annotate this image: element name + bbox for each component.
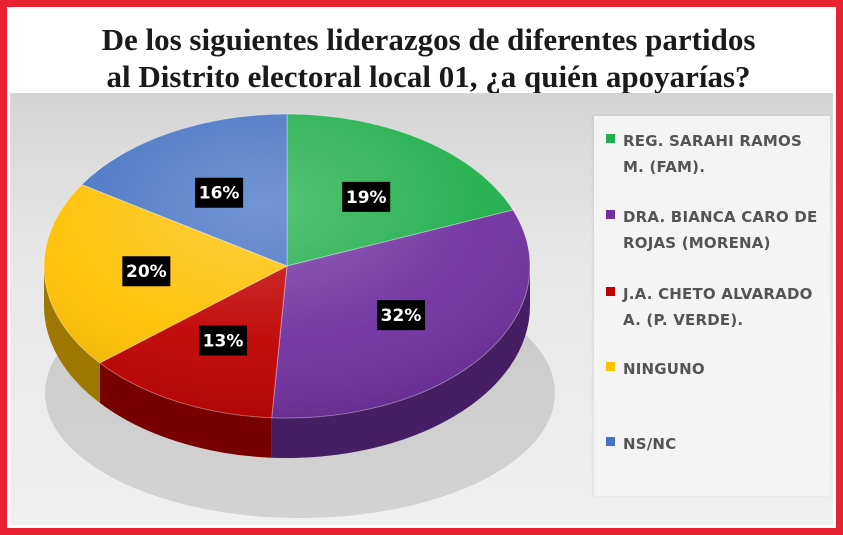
pie-chart: 19% 32% 13% 20% 16% <box>43 113 555 518</box>
chart-title-line-1: De los siguientes liderazgos de diferent… <box>101 22 756 57</box>
pie-data-labels: 19% 32% 13% 20% 16% <box>122 177 426 356</box>
data-label-box <box>342 181 391 212</box>
legend-label: NINGUNO <box>623 356 831 382</box>
legend-item-ninguno: NINGUNO <box>606 356 831 382</box>
data-label-box <box>199 325 248 356</box>
legend-label: J.A. CHETO ALVARADO A. (P. VERDE). <box>623 281 831 333</box>
legend-swatch <box>606 437 615 446</box>
legend-item-ns-nc: NS/NC <box>606 431 831 457</box>
legend-item-sarahi-ramos: REG. SARAHI RAMOS M. (FAM). <box>606 128 831 180</box>
legend-label-line: M. (FAM). <box>623 158 706 176</box>
data-label-cheto-alvarado: 13% <box>199 325 248 356</box>
legend-label: NS/NC <box>623 431 831 457</box>
legend-label-line: DRA. BIANCA CARO DE <box>623 208 818 226</box>
legend-label-line: NS/NC <box>623 435 677 453</box>
legend-label-line: A. (P. VERDE). <box>623 311 744 329</box>
chart-title: De los siguientes liderazgos de diferent… <box>21 21 836 95</box>
data-label-box <box>122 256 171 287</box>
data-label-text: 19% <box>346 188 387 208</box>
legend-swatch <box>606 210 615 219</box>
data-label-sarahi-ramos: 19% <box>342 181 391 212</box>
legend-label-line: J.A. CHETO ALVARADO <box>623 285 813 303</box>
legend-item-cheto-alvarado: J.A. CHETO ALVARADO A. (P. VERDE). <box>606 281 831 333</box>
data-label-text: 20% <box>126 262 167 282</box>
legend-swatch <box>606 287 615 296</box>
chart-title-line-2: al Distrito electoral local 01, ¿a quién… <box>106 59 751 94</box>
legend-label: DRA. BIANCA CARO DE ROJAS (MORENA) <box>623 204 831 256</box>
legend-item-bianca-caro: DRA. BIANCA CARO DE ROJAS (MORENA) <box>606 204 831 256</box>
data-label-box <box>195 177 244 208</box>
data-label-ns-nc: 16% <box>195 177 244 208</box>
data-label-box <box>377 300 426 331</box>
data-label-text: 32% <box>381 306 422 326</box>
data-label-text: 13% <box>203 331 244 351</box>
pie-slices <box>43 113 531 419</box>
data-label-ninguno: 20% <box>122 256 171 287</box>
legend-swatch <box>606 362 615 371</box>
legend: REG. SARAHI RAMOS M. (FAM). DRA. BIANCA … <box>594 116 830 496</box>
data-label-bianca-caro: 32% <box>377 300 426 331</box>
data-label-text: 16% <box>199 184 240 204</box>
legend-label-line: NINGUNO <box>623 360 705 378</box>
legend-label-line: ROJAS (MORENA) <box>623 234 771 252</box>
legend-swatch <box>606 134 615 143</box>
legend-label-line: REG. SARAHI RAMOS <box>623 132 802 150</box>
legend-label: REG. SARAHI RAMOS M. (FAM). <box>623 128 831 180</box>
